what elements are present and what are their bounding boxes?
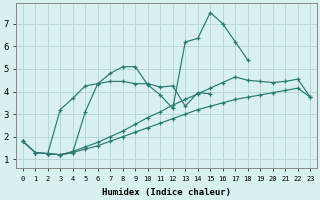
- X-axis label: Humidex (Indice chaleur): Humidex (Indice chaleur): [102, 188, 231, 197]
